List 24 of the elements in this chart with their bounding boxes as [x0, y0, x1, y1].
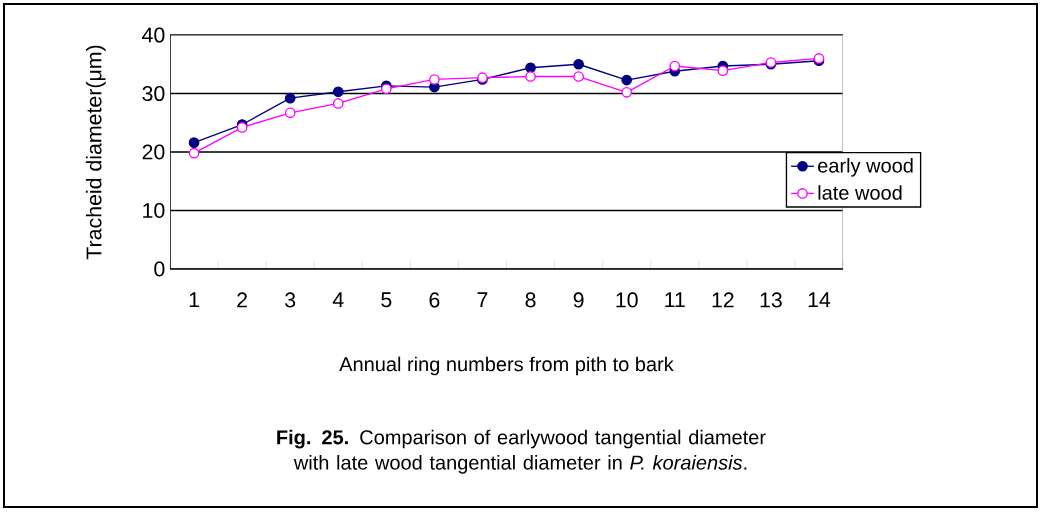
x-tick-label: 13 — [760, 292, 782, 308]
x-tick-label: 11 — [665, 292, 685, 308]
x-tick-label: 4 — [332, 292, 344, 308]
y-axis-title: Tracheid diameter(μm) — [85, 45, 106, 260]
text: Fig. 25. Comparison of earlywood tangential diameter with late wood tangential diameter in P. koraiensis. — [277, 429, 766, 474]
x-tick-label: 12 — [712, 292, 734, 308]
x-axis-title: Annual ring numbers from pith to bark — [339, 356, 674, 376]
x-tick-label: 14 — [808, 292, 831, 308]
x-tick-label: 7 — [477, 292, 488, 308]
y-tick-label: 40 — [142, 27, 165, 43]
x-tick-label: 1 — [189, 292, 199, 308]
x-tick-label: 9 — [573, 292, 584, 308]
y-tick-label: 10 — [143, 202, 165, 219]
legend-label: early wood — [818, 158, 913, 177]
legend-label: late wood — [818, 185, 902, 200]
x-tick-label: 5 — [381, 292, 392, 308]
y-tick-label: 30 — [142, 85, 165, 102]
x-tick-label: 6 — [429, 292, 440, 308]
x-tick-label: 3 — [285, 292, 296, 308]
x-tick-label: 2 — [237, 292, 247, 308]
y-tick-label: 20 — [142, 144, 165, 160]
x-tick-label: 8 — [525, 292, 536, 308]
y-tick-label: 0 — [154, 261, 165, 277]
x-tick-label: 10 — [616, 292, 638, 308]
